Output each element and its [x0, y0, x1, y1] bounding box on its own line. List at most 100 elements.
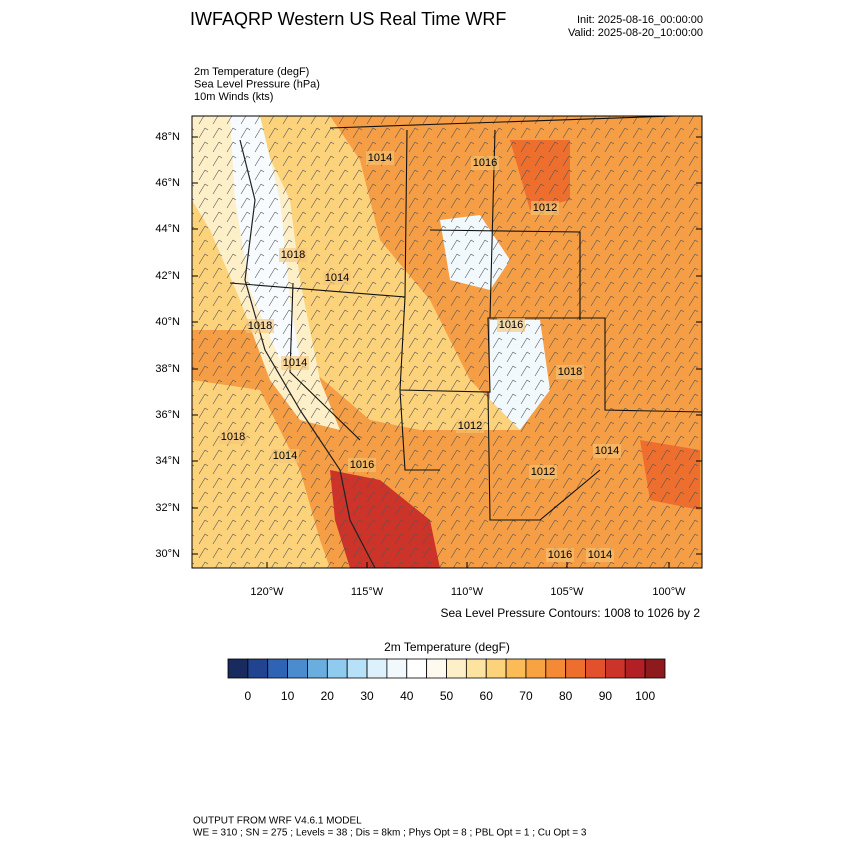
contour-note: Sea Level Pressure Contours: 1008 to 102… [441, 606, 701, 620]
contour-label: 1018 [281, 249, 305, 261]
contour-label-box [471, 156, 499, 170]
lat-label: 34°N [155, 455, 180, 467]
colorbar-box [406, 658, 428, 679]
lat-label: 42°N [155, 270, 180, 282]
contour-label: 1018 [558, 366, 582, 378]
contour-label-box [348, 458, 376, 472]
map-axes: 48°N 46°N 44°N 42°N 40°N 38°N 36°N 34°N 32°N 30°N… [155, 131, 702, 598]
lon-label: 115°W [351, 586, 384, 598]
contour-label: 1014 [273, 450, 297, 462]
contour-label: 1016 [350, 459, 374, 471]
contour-label: 1012 [531, 466, 555, 478]
contour-label: 1016 [499, 319, 523, 331]
contour-label-box [281, 356, 309, 370]
colorbar-title: 2m Temperature (degF) [384, 640, 510, 654]
colorbar-tick-label: 80 [559, 689, 573, 703]
contour-label: 1016 [548, 549, 572, 561]
contour-label-box [456, 419, 484, 433]
contour-label: 1018 [221, 431, 245, 443]
lat-label: 38°N [155, 363, 180, 375]
colorbar-box [585, 658, 606, 679]
contour-label-box [323, 271, 351, 285]
state-borders [229, 116, 702, 521]
contour-label: 1014 [368, 152, 392, 164]
colorbar-box [605, 658, 626, 679]
map [192, 116, 702, 568]
colorbar-box [465, 658, 487, 679]
colorbar-tick-label: 20 [321, 689, 335, 703]
lat-label: 36°N [155, 409, 180, 421]
wind-barbs [192, 116, 702, 568]
lon-label: 100°W [652, 586, 686, 598]
lat-label: 40°N [155, 316, 180, 328]
title: IWFAQRP Western US Real Time WRF [190, 9, 506, 29]
lat-label: 44°N [155, 223, 180, 235]
colorbar-tick-label: 70 [519, 689, 533, 703]
contour-label-box [271, 449, 299, 463]
colorbar-box [227, 658, 249, 679]
lat-label: 32°N [155, 502, 180, 514]
colorbar-box [287, 658, 308, 679]
colorbar-box [247, 658, 269, 679]
contour-label-box [366, 151, 394, 165]
field-list: 2m Temperature (degF)Sea Level Pressure … [194, 66, 320, 103]
colorbar-box [644, 658, 666, 679]
colorbar-box [624, 658, 646, 679]
contour-label: 1014 [283, 357, 307, 369]
contour-label: 1014 [588, 549, 612, 561]
lon-label: 105°W [550, 586, 584, 598]
contour-label-box [279, 248, 307, 262]
colorbar-box [366, 658, 388, 679]
colorbar-tick-label: 90 [599, 689, 613, 703]
colorbar: 0 10 20 30 40 50 60 70 80 90 100 [227, 658, 666, 703]
colorbar-box [446, 658, 467, 679]
contour-label-box [497, 318, 525, 332]
colorbar-box [426, 658, 447, 679]
contour-label-box [546, 548, 574, 562]
colorbar-tick-label: 60 [480, 689, 494, 703]
colorbar-box [485, 658, 507, 679]
colorbar-tick-label: 100 [635, 689, 655, 703]
colorbar-box [545, 658, 567, 679]
colorbar-box [267, 658, 288, 679]
lon-label: 120°W [250, 586, 284, 598]
colorbar-box [326, 658, 348, 679]
lat-label: 48°N [155, 131, 180, 143]
colorbar-box [307, 658, 328, 679]
contour-label: 1018 [248, 320, 272, 332]
footer-line: WE = 310 ; SN = 275 ; Levels = 38 ; Dis … [193, 828, 587, 839]
contour-label: 1014 [595, 445, 619, 457]
contour-label-box [556, 365, 584, 379]
contour-label-box [531, 201, 559, 215]
init-time: Init: 2025-08-16_00:00:00 [577, 14, 703, 26]
coastline [239, 139, 376, 568]
colorbar-tick-label: 40 [400, 689, 414, 703]
map-frame [191, 115, 703, 569]
contour-label: 1012 [533, 202, 557, 214]
colorbar-box [505, 658, 527, 679]
colorbar-box [346, 658, 368, 679]
contour-label-box [219, 430, 247, 444]
footer-line: OUTPUT FROM WRF V4.6.1 MODEL [193, 816, 362, 827]
colorbar-tick-label: 50 [440, 689, 454, 703]
contour-label: 1014 [325, 272, 349, 284]
field-label: 2m Temperature (degF) [194, 66, 309, 78]
field-label: Sea Level Pressure (hPa) [194, 78, 320, 90]
colorbar-box [386, 658, 408, 679]
valid-time: Valid: 2025-08-20_10:00:00 [568, 27, 703, 39]
contour-label-box [529, 465, 557, 479]
contour-label: 1016 [473, 157, 497, 169]
lat-label: 46°N [155, 177, 180, 189]
contour-label-box [586, 548, 614, 562]
field-label: 10m Winds (kts) [194, 91, 273, 103]
contour-label-box [246, 319, 274, 333]
lat-label: 30°N [155, 548, 180, 560]
lon-label: 110°W [451, 586, 484, 598]
contour-label: 1012 [458, 420, 482, 432]
colorbar-box [565, 658, 586, 679]
colorbar-tick-label: 0 [245, 689, 252, 703]
contour-label-box [593, 444, 621, 458]
colorbar-tick-label: 10 [281, 689, 295, 703]
colorbar-tick-label: 30 [360, 689, 374, 703]
